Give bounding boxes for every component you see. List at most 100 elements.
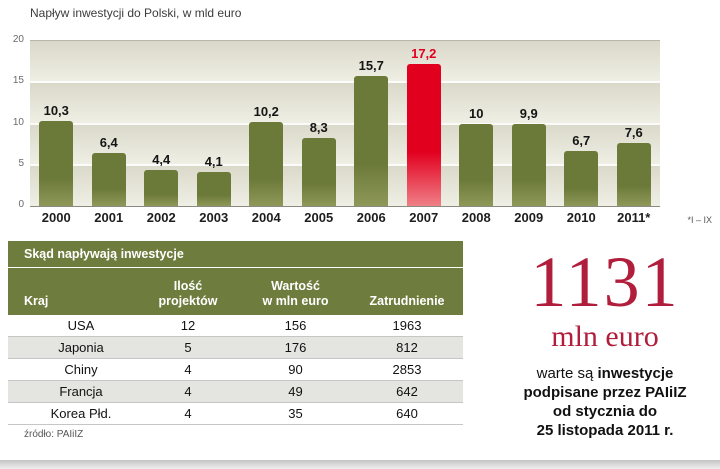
- x-tick-label: 2000: [41, 210, 71, 225]
- x-axis-labels: 2000 2001 2002 2003 2004 2005 2006 2007 2008 2009…: [30, 210, 660, 225]
- bar-value-label: 6,7: [572, 132, 591, 148]
- value-cell: 4: [184, 362, 192, 377]
- value-cell: 1963: [392, 318, 422, 333]
- x-tick-label: 2005: [304, 210, 334, 225]
- table-row: Francja 4 49 642: [8, 381, 463, 403]
- value-cell: 4: [184, 406, 192, 421]
- bar-column: 6,7: [555, 133, 608, 206]
- bar-value-label: 17,2: [411, 46, 437, 62]
- bar: [564, 150, 599, 206]
- x-tick-label: 2004: [251, 210, 281, 225]
- y-tick-label: 15: [12, 75, 24, 87]
- x-tick-label: 2009: [514, 210, 544, 225]
- callout-line1-bold: inwestycje: [597, 365, 674, 382]
- value-cell: 49: [288, 384, 303, 399]
- bar-value-label: 4,4: [152, 151, 171, 167]
- bar: [511, 124, 546, 206]
- bar-column: 10: [450, 105, 503, 206]
- table-row: Japonia 5 176 812: [8, 337, 463, 359]
- value-cell: 176: [284, 340, 307, 355]
- x-tick-label: 2006: [356, 210, 386, 225]
- table-row: Korea Płd. 4 35 640: [8, 403, 463, 425]
- bar-column: 6,4: [83, 135, 136, 206]
- x-tick-label: 2007: [409, 210, 439, 225]
- callout-line1-normal: warte są: [536, 365, 598, 382]
- y-tick-label: 20: [12, 34, 24, 45]
- table-body: USA 12 156 1963 Japonia 5 176 812 Chiny 4 90 2853 Fr…: [8, 315, 463, 425]
- bar-value-label: 15,7: [358, 58, 384, 74]
- bar-value-label: 6,4: [99, 135, 118, 151]
- table-row: Chiny 4 90 2853: [8, 359, 463, 381]
- bar: [406, 64, 441, 206]
- x-tick-label: 2010: [566, 210, 596, 225]
- y-tick-label: 5: [18, 157, 24, 169]
- bar: [196, 172, 231, 206]
- bar-value-label: 10: [469, 105, 484, 121]
- value-cell: 812: [396, 340, 418, 355]
- value-cell: 35: [288, 406, 303, 421]
- value-cell: 5: [184, 340, 192, 355]
- table-title: Skąd napływają inwestycje: [8, 241, 463, 268]
- chart-title: Napływ inwestycji do Polski, w mld euro: [30, 6, 242, 20]
- column-header-country: Kraj: [24, 293, 49, 308]
- bar: [354, 76, 389, 206]
- bottom-divider: [0, 460, 720, 469]
- table-source: źródło: PAIiIZ: [24, 429, 84, 440]
- x-tick-label: 2003: [199, 210, 229, 225]
- bar-column: 9,9: [503, 106, 556, 206]
- gridline: [30, 81, 660, 84]
- callout-number: 1131: [530, 242, 680, 322]
- callout-text: warte są inwestycje podpisane przez PAIi…: [497, 364, 713, 440]
- value-cell: 642: [396, 384, 418, 399]
- country-cell: Korea Płd.: [50, 406, 112, 421]
- y-tick-label: 0: [18, 199, 24, 210]
- value-cell: 156: [284, 318, 307, 333]
- callout-line-1: warte są inwestycje: [497, 364, 713, 383]
- gridline: [30, 163, 660, 166]
- bar-column: 4,1: [188, 154, 241, 206]
- value-cell: 2853: [392, 362, 422, 377]
- x-tick-label: 2002: [146, 210, 176, 225]
- bar-column: 17,2: [398, 46, 451, 206]
- bar-value-label: 9,9: [519, 106, 538, 122]
- bar: [301, 137, 336, 206]
- bar-value-label: 10,3: [43, 103, 69, 119]
- x-tick-label: 2001: [94, 210, 124, 225]
- callout-line-4: 25 listopada 2011 r.: [536, 422, 674, 439]
- callout: 1131 mln euro warte są inwestycje podpis…: [497, 246, 713, 440]
- bar: [39, 121, 74, 206]
- bar-value-label: 7,6: [624, 125, 643, 141]
- bar: [144, 169, 179, 206]
- bar-column: 7,6: [608, 125, 661, 206]
- x-tick-label: 2008: [461, 210, 491, 225]
- bar-value-label: 8,3: [309, 119, 328, 135]
- value-cell: 90: [288, 362, 303, 377]
- column-header-employment: Zatrudnienie: [369, 293, 445, 308]
- table-row: USA 12 156 1963: [8, 315, 463, 337]
- bar: [249, 121, 284, 206]
- bar: [91, 153, 126, 206]
- value-cell: 640: [396, 406, 418, 421]
- column-header-projects: Ilość projektów: [158, 279, 218, 308]
- table-header-row: Kraj Ilość projektów Wartość w mln euro …: [8, 268, 463, 315]
- value-cell: 12: [180, 318, 196, 333]
- bars-group: 10,3 6,4 4,4 4,1 10,2 8,3 15,7 17,2 10 9,9 6,7 7,6: [30, 41, 660, 206]
- callout-line-3: od stycznia do: [552, 403, 658, 420]
- callout-line-2: podpisane przez PAIiIZ: [523, 384, 687, 401]
- x-tick-label: 2011*: [617, 210, 651, 225]
- bar-value-label: 4,1: [204, 154, 223, 170]
- bar-column: 10,3: [30, 103, 83, 206]
- investments-table: Skąd napływają inwestycje Kraj Ilość pro…: [8, 241, 463, 440]
- country-cell: Chiny: [64, 362, 98, 377]
- country-cell: Francja: [59, 384, 103, 399]
- bar-column: 8,3: [293, 120, 346, 206]
- country-cell: USA: [67, 318, 95, 333]
- gridline: [30, 122, 660, 125]
- bar-chart: Napływ inwestycji do Polski, w mld euro …: [0, 0, 720, 232]
- bar: [616, 143, 651, 206]
- callout-unit: mln euro: [551, 320, 659, 353]
- country-cell: Japonia: [58, 340, 104, 355]
- y-tick-label: 10: [12, 116, 24, 128]
- axis-footnote: *I – IX: [687, 215, 712, 225]
